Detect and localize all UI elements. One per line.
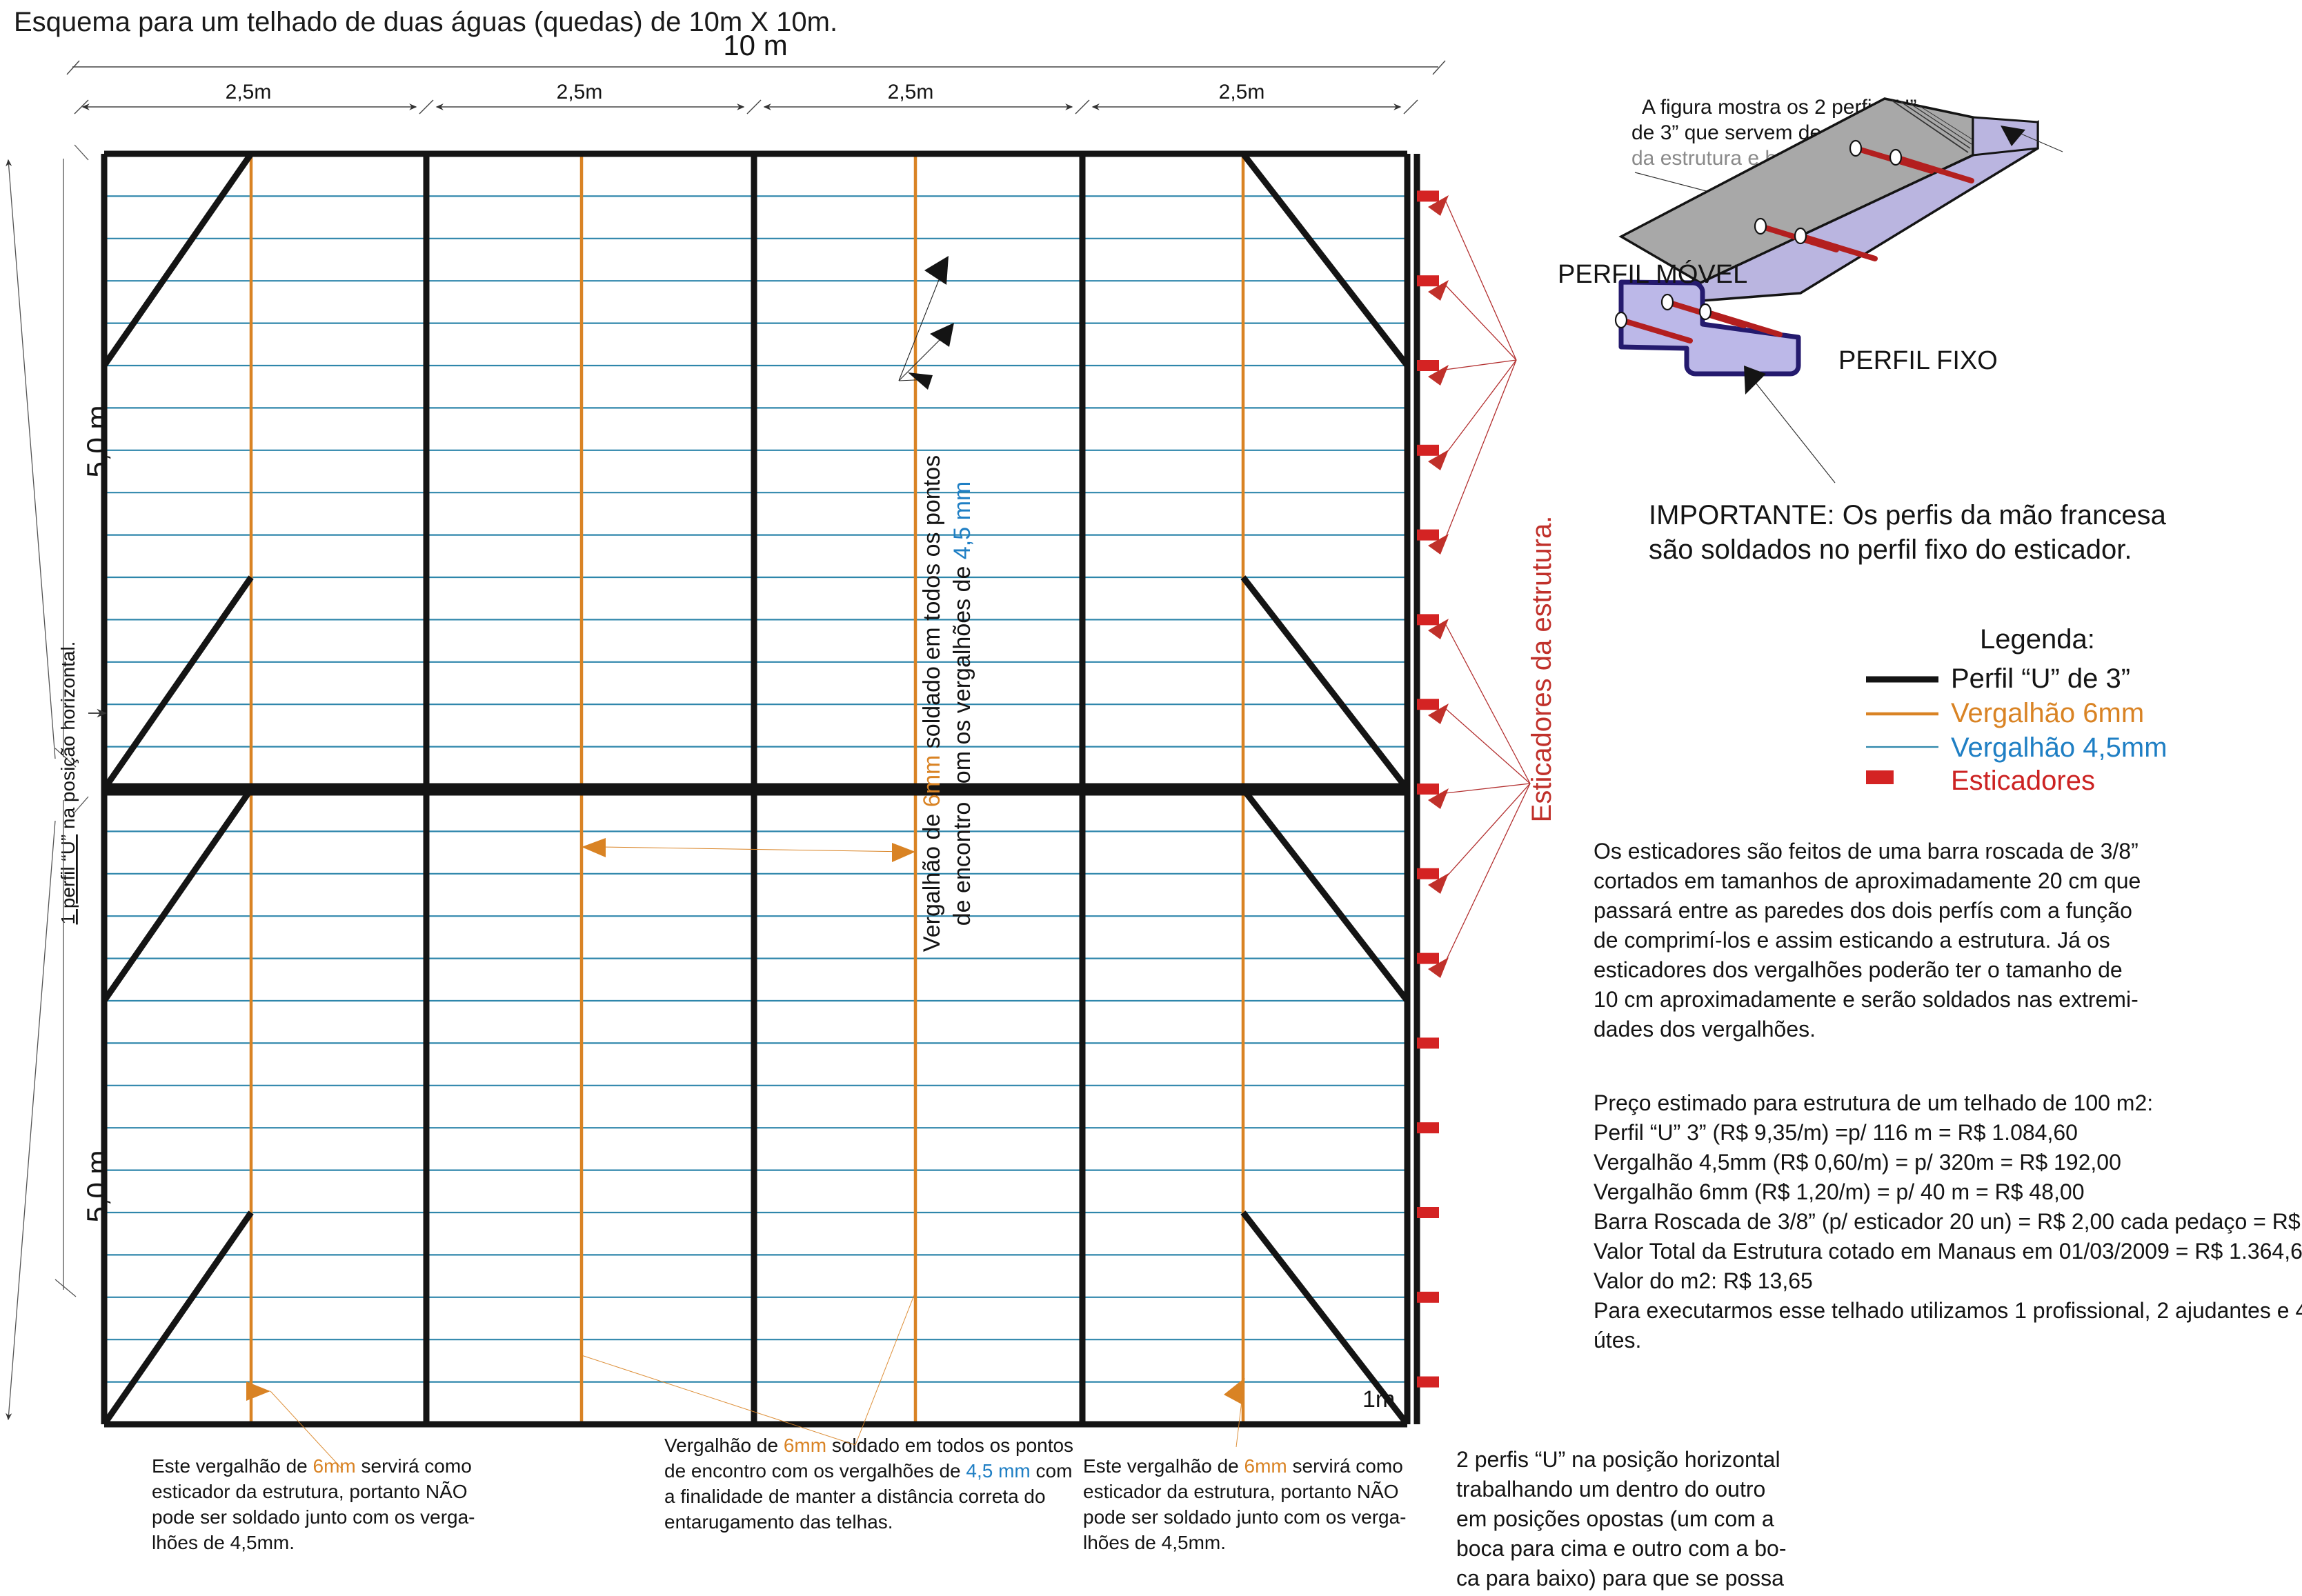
svg-text:Barra Roscada de 3/8” (p/ esti: Barra Roscada de 3/8” (p/ esticador 20 u… [1594, 1209, 2302, 1234]
svg-text:Preço estimado para estrutura: Preço estimado para estrutura de um telh… [1594, 1090, 2153, 1115]
svg-text:PERFIL MÓVEL: PERFIL MÓVEL [1558, 259, 1747, 289]
svg-text:Para executarmos esse telhado: Para executarmos esse telhado utilizamos… [1594, 1298, 2302, 1323]
svg-text:PERFIL FIXO: PERFIL FIXO [1838, 346, 1998, 375]
svg-text:2,5m: 2,5m [226, 81, 272, 103]
svg-text:lhões de 4,5mm.: lhões de 4,5mm. [152, 1532, 295, 1553]
svg-text:Este vergalhão de 6mm servirá: Este vergalhão de 6mm servirá como [1083, 1455, 1403, 1477]
svg-text:Vergalhão 6mm (R$ 1,20/m) = p/: Vergalhão 6mm (R$ 1,20/m) = p/ 40 m = R$… [1594, 1179, 2084, 1204]
svg-text:útes.: útes. [1594, 1328, 1641, 1353]
svg-text:Vergalhão 4,5mm (R$ 0,60/m) =: Vergalhão 4,5mm (R$ 0,60/m) = p/ 320m = … [1594, 1150, 2121, 1175]
svg-text:Vergalhão de 6mm soldado em to: Vergalhão de 6mm soldado em todos os pon… [664, 1435, 1073, 1456]
svg-text:Vergalhão 4,5mm: Vergalhão 4,5mm [1951, 732, 2167, 763]
svg-text:de comprimí-los e assim estica: de comprimí-los e assim esticando a estr… [1594, 928, 2110, 952]
svg-text:1m: 1m [1362, 1386, 1395, 1413]
svg-text:a finalidade de manter a distâ: a finalidade de manter a distância corre… [664, 1486, 1046, 1507]
svg-text:de encontro com os vergalhões: de encontro com os vergalhões de 4,5 mm … [664, 1460, 1072, 1482]
svg-text:trabalhando um dentro do outro: trabalhando um dentro do outro [1456, 1477, 1765, 1502]
svg-text:Vergalhão 6mm: Vergalhão 6mm [1951, 698, 2144, 728]
svg-text:pode ser soldado junto com os: pode ser soldado junto com os verga- [152, 1506, 475, 1528]
svg-text:Esticadores: Esticadores [1951, 766, 2095, 796]
svg-text:Perfil “U” 3” (R$ 9,35/m) =p/: Perfil “U” 3” (R$ 9,35/m) =p/ 116 m = R$… [1594, 1120, 2078, 1145]
svg-text:2,5m: 2,5m [888, 81, 934, 103]
svg-text:5,0 m: 5,0 m [81, 405, 113, 477]
svg-text:2,5m: 2,5m [1219, 81, 1265, 103]
svg-text:esticador da estrutura, portan: esticador da estrutura, portanto NÃO [152, 1481, 468, 1502]
svg-text:2 perfis “U” na posição horizo: 2 perfis “U” na posição horizontal [1456, 1447, 1780, 1472]
svg-text:Valor Total da Estrutura cotad: Valor Total da Estrutura cotado em Manau… [1594, 1239, 2302, 1264]
svg-text:passará entre as paredes dos d: passará entre as paredes dos dois perfís… [1594, 898, 2132, 923]
svg-text:em posições opostas (um com a: em posições opostas (um com a [1456, 1506, 1774, 1531]
svg-text:10 m: 10 m [723, 29, 787, 61]
svg-text:10 cm aproximadamente e serão: 10 cm aproximadamente e serão soldados n… [1594, 987, 2139, 1012]
svg-text:Perfil “U” de 3”: Perfil “U” de 3” [1951, 664, 2130, 694]
svg-text:5,0 m: 5,0 m [81, 1150, 113, 1222]
svg-text:de encontro com os vergalhões: de encontro com os vergalhões de 4,5 mm [949, 481, 975, 926]
svg-text:dades dos vergalhões.: dades dos vergalhões. [1594, 1017, 1816, 1041]
svg-text:Vergalhão de 6mm soldado em to: Vergalhão de 6mm soldado em todos os pon… [919, 455, 945, 952]
svg-text:lhões de 4,5mm.: lhões de 4,5mm. [1083, 1532, 1226, 1553]
svg-text:cortados em tamanhos de aproxi: cortados em tamanhos de aproximadamente … [1594, 868, 2141, 893]
svg-text:Este vergalhão de 6mm servirá: Este vergalhão de 6mm servirá como [152, 1455, 472, 1477]
svg-text:ca para baixo) para que se pos: ca para baixo) para que se possa [1456, 1566, 1784, 1590]
svg-text:2,5m: 2,5m [557, 81, 603, 103]
svg-text:esticadores dos vergalhões pod: esticadores dos vergalhões poderão ter o… [1594, 957, 2123, 982]
svg-text:Os esticadores são feitos de u: Os esticadores são feitos de uma barra r… [1594, 839, 2139, 864]
svg-text:esticador da estrutura, portan: esticador da estrutura, portanto NÃO [1083, 1481, 1399, 1502]
svg-text:entarugamento das telhas.: entarugamento das telhas. [664, 1511, 893, 1533]
svg-text:são soldados no perfil fixo do: são soldados no perfil fixo do esticador… [1649, 535, 2132, 565]
svg-text:IMPORTANTE: Os perfis da mão f: IMPORTANTE: Os perfis da mão francesa [1649, 500, 2167, 530]
svg-text:pode ser soldado junto com os: pode ser soldado junto com os verga- [1083, 1506, 1407, 1528]
svg-text:Valor do m2: R$ 13,65: Valor do m2: R$ 13,65 [1594, 1268, 1813, 1293]
svg-text:Esticadores da estrutura.: Esticadores da estrutura. [1527, 516, 1557, 823]
svg-text:1 perfil “U” na posição horizo: 1 perfil “U” na posição horizontal. [57, 641, 79, 925]
svg-text:Legenda:: Legenda: [1980, 624, 2095, 655]
svg-text:boca para cima e outro com a b: boca para cima e outro com a bo- [1456, 1536, 1786, 1561]
